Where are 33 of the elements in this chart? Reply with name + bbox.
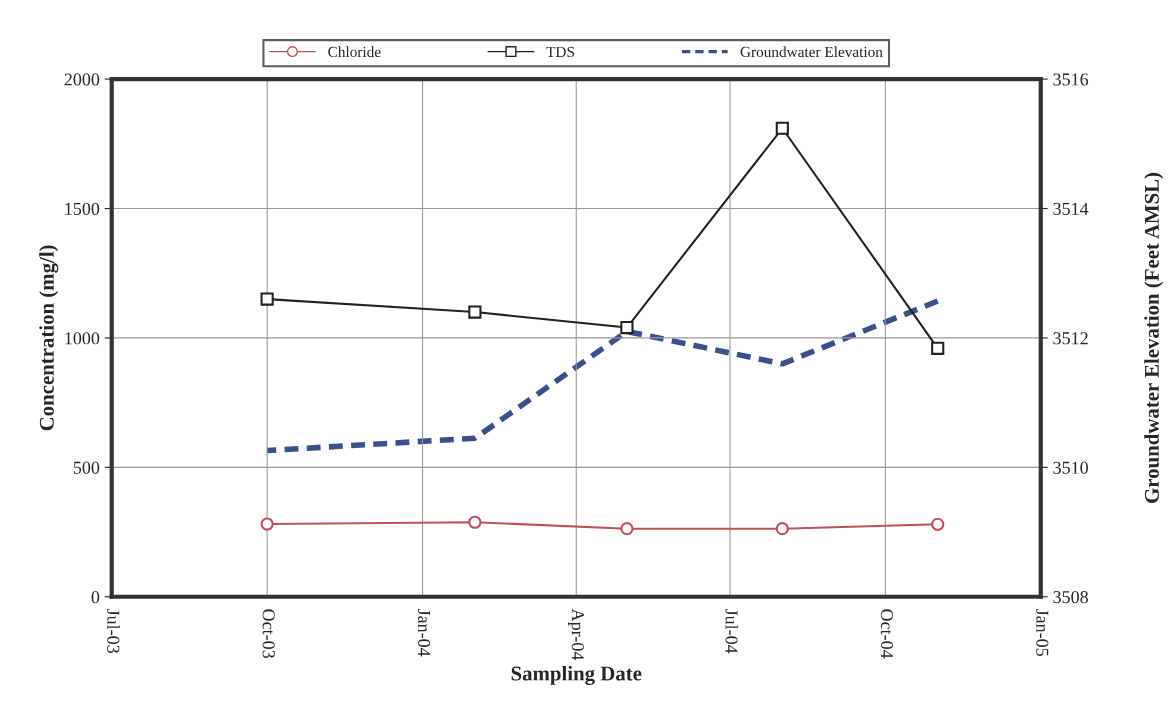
point xyxy=(775,121,789,135)
x-tick-label: Jul-04 xyxy=(725,608,739,654)
point xyxy=(468,515,482,529)
point xyxy=(260,292,274,306)
x-tick-label: Jan-05 xyxy=(1036,608,1049,657)
y2-tick-label: 3508 xyxy=(1053,591,1088,604)
point xyxy=(931,341,945,355)
y2-tick-label: 3516 xyxy=(1053,73,1089,86)
point xyxy=(260,517,274,531)
y-tick-label: 0 xyxy=(91,591,100,604)
y-tick-label: 2000 xyxy=(64,73,100,86)
y-axis-title: Concentration (mg/l) xyxy=(39,245,59,431)
point xyxy=(775,522,789,536)
x-tick-label: Jul-03 xyxy=(107,608,120,654)
legend-label: TDS xyxy=(546,46,574,58)
y2-axis-title: Groundwater Elevation (Feet AMSL) xyxy=(1144,172,1164,503)
y2-tick-label: 3514 xyxy=(1053,202,1089,215)
point xyxy=(620,522,634,536)
y-tick-label: 1500 xyxy=(65,202,100,215)
x-tick-label: Jan-04 xyxy=(418,608,431,657)
y2-tick-label: 3512 xyxy=(1053,332,1088,345)
x-tick-label: Oct-04 xyxy=(880,609,894,659)
point xyxy=(620,320,634,335)
point xyxy=(931,517,945,531)
legend-label: Chloride xyxy=(328,46,381,58)
y-tick-label: 500 xyxy=(73,461,100,474)
y2-tick-label: 3510 xyxy=(1053,461,1088,474)
point xyxy=(468,305,482,319)
x-tick-label: Oct-03 xyxy=(262,609,275,659)
y-tick-label: 1000 xyxy=(65,332,100,345)
legend-label: Groundwater Elevation xyxy=(740,46,883,58)
x-axis-title: Sampling Date xyxy=(511,665,642,685)
x-tick-label: Apr-04 xyxy=(568,608,584,661)
